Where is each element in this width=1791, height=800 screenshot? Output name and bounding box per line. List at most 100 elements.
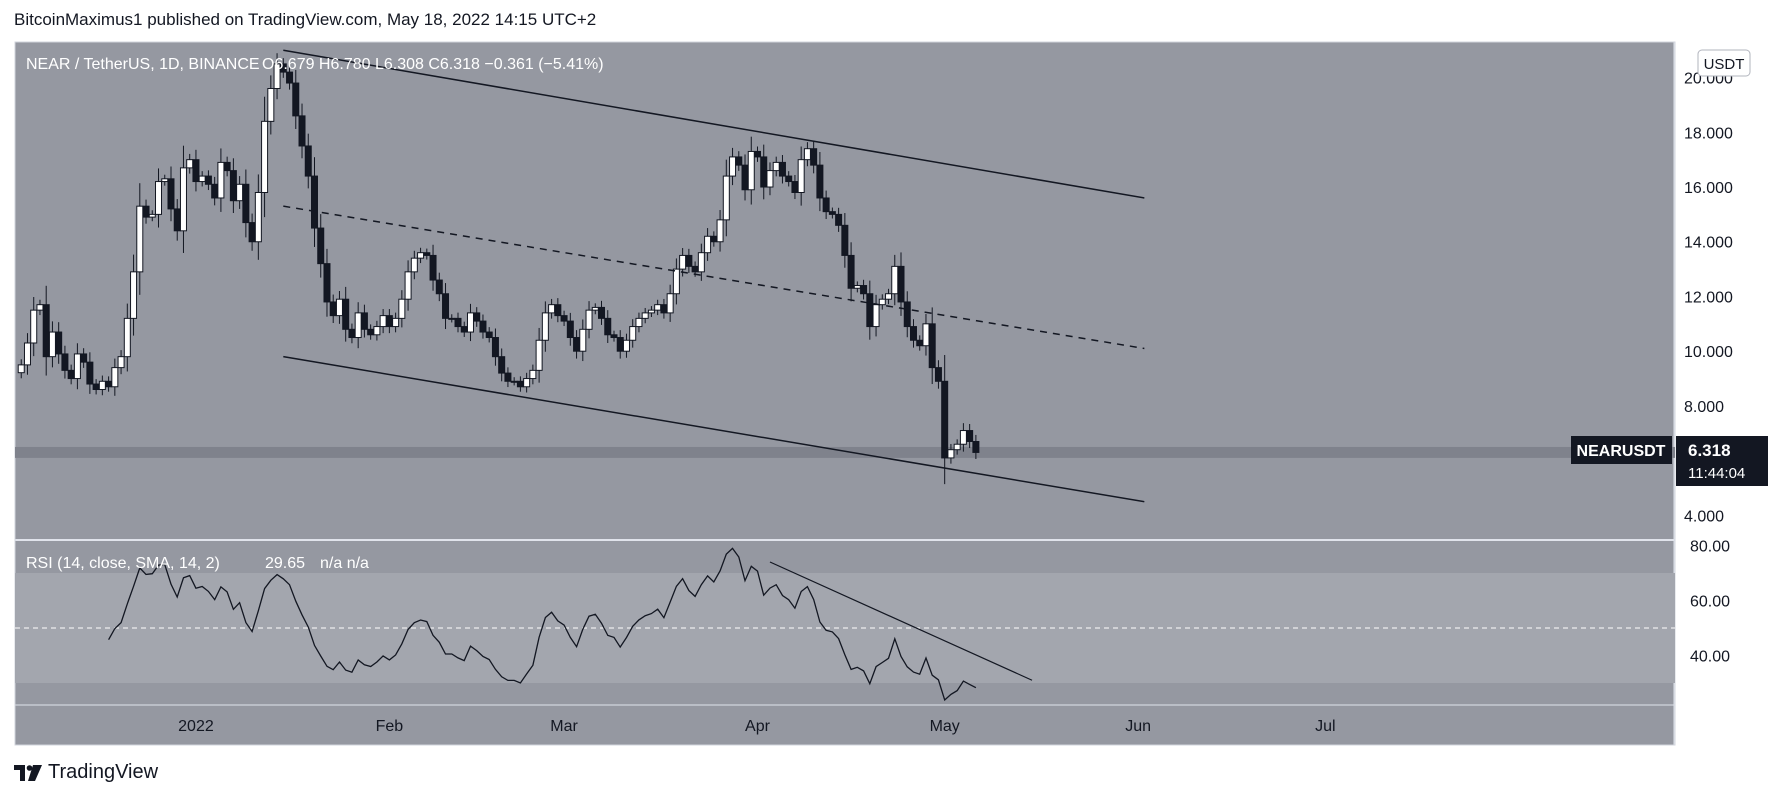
candle-body	[298, 115, 306, 147]
trendline-channel-mid[interactable]	[283, 205, 1145, 350]
candle-body	[741, 164, 749, 191]
candle-body	[729, 156, 737, 177]
candle-body	[498, 356, 506, 374]
candle-body	[211, 183, 219, 199]
price-tick-label: 16.000	[1684, 180, 1733, 197]
candle-body	[504, 372, 512, 382]
brand[interactable]: TradingView	[14, 761, 158, 784]
price-tick-label: 8.000	[1684, 399, 1724, 416]
candle-body	[860, 285, 868, 295]
candle-body	[523, 378, 531, 388]
candle-body	[909, 326, 917, 341]
candle-body	[810, 148, 818, 166]
candle-body	[622, 339, 630, 352]
last-price: 6.318	[1688, 441, 1731, 460]
candle-body	[704, 235, 712, 254]
chart-title: NEAR / TetherUS, 1D, BINANCE	[26, 56, 260, 73]
candle-body	[554, 304, 562, 317]
candle-body	[473, 312, 481, 322]
brand-name: TradingView	[48, 761, 159, 783]
time-tick-label: Apr	[745, 718, 771, 735]
candle-body	[335, 298, 343, 317]
candle-body	[392, 317, 400, 328]
candle-body	[953, 443, 961, 451]
candle-body	[229, 170, 237, 202]
candle-body	[348, 328, 356, 339]
candle-body	[442, 293, 450, 319]
candle-body	[585, 309, 593, 330]
candle-body	[891, 265, 899, 295]
currency-badge[interactable]	[1697, 49, 1751, 77]
candle-body	[791, 181, 799, 193]
candle-body	[435, 279, 443, 295]
candle-body	[629, 326, 637, 341]
symbol-tag	[1571, 436, 1672, 464]
candle-body	[423, 252, 431, 256]
candle-body	[173, 208, 181, 232]
candle-body	[367, 328, 375, 336]
candle-body	[466, 312, 474, 333]
candle-body	[760, 156, 768, 188]
ohlc-readout: O6.679 H6.780 L6.308 C6.318 −0.361 (−5.4…	[262, 56, 604, 73]
candle-body	[155, 181, 163, 215]
rsi-label: RSI (14, close, SMA, 14, 2)	[26, 555, 220, 572]
candle-body	[73, 353, 81, 380]
candle-body	[67, 369, 75, 380]
chart-border	[14, 41, 1676, 746]
candle-body	[279, 63, 287, 73]
price-tick-label: 12.000	[1684, 289, 1733, 306]
candle-body	[666, 293, 674, 314]
candle-body	[672, 268, 680, 295]
candle-body	[641, 312, 649, 319]
candle-body	[560, 315, 568, 322]
candle-body	[98, 380, 106, 391]
price-tick-label: 18.000	[1684, 125, 1733, 142]
candle-body	[941, 380, 949, 459]
candle-body	[379, 315, 387, 328]
candle-body	[866, 293, 874, 328]
candle-body	[922, 323, 930, 347]
candle-body	[835, 213, 843, 226]
candle-body	[80, 353, 88, 363]
rsi-extra: n/a n/a	[320, 555, 369, 572]
candle-body	[485, 331, 493, 339]
candle-body	[679, 254, 687, 270]
candle-body	[754, 150, 761, 158]
candle-body	[92, 383, 100, 391]
trendline-channel-upper[interactable]	[283, 49, 1145, 199]
candle-body	[722, 175, 730, 221]
candle-body	[491, 337, 499, 358]
candle-body	[136, 205, 144, 273]
candle-body	[947, 449, 955, 459]
rsi-line	[108, 547, 977, 702]
candle-body	[105, 380, 113, 388]
candle-body	[535, 339, 543, 371]
price-pane[interactable]	[15, 42, 1675, 540]
time-tick-label: Mar	[550, 718, 578, 735]
trendline-channel-lower[interactable]	[283, 355, 1145, 503]
candle-body	[579, 328, 587, 352]
candle-body	[410, 257, 418, 273]
candle-body	[254, 191, 262, 243]
price-tick-label: 14.000	[1684, 235, 1733, 252]
time-tick-label: Feb	[376, 718, 404, 735]
rsi-trendline[interactable]	[769, 561, 1033, 681]
candle-body	[130, 271, 138, 319]
candle-body	[23, 342, 31, 366]
support-zone	[15, 446, 1675, 458]
candle-body	[242, 183, 250, 224]
candle-body	[541, 312, 549, 341]
publisher-info: BitcoinMaximus1 published on TradingView…	[14, 10, 597, 29]
last-price-tag	[1676, 436, 1768, 486]
rsi-tick-label: 80.00	[1690, 539, 1730, 556]
candle-body	[323, 263, 331, 303]
candle-body	[872, 304, 880, 328]
candle-body	[747, 150, 755, 191]
candle-body	[934, 367, 942, 382]
candle-body	[373, 326, 381, 336]
candle-body	[822, 197, 830, 213]
candle-body	[55, 331, 63, 355]
candle-body	[192, 159, 200, 183]
candle-body	[292, 82, 300, 117]
